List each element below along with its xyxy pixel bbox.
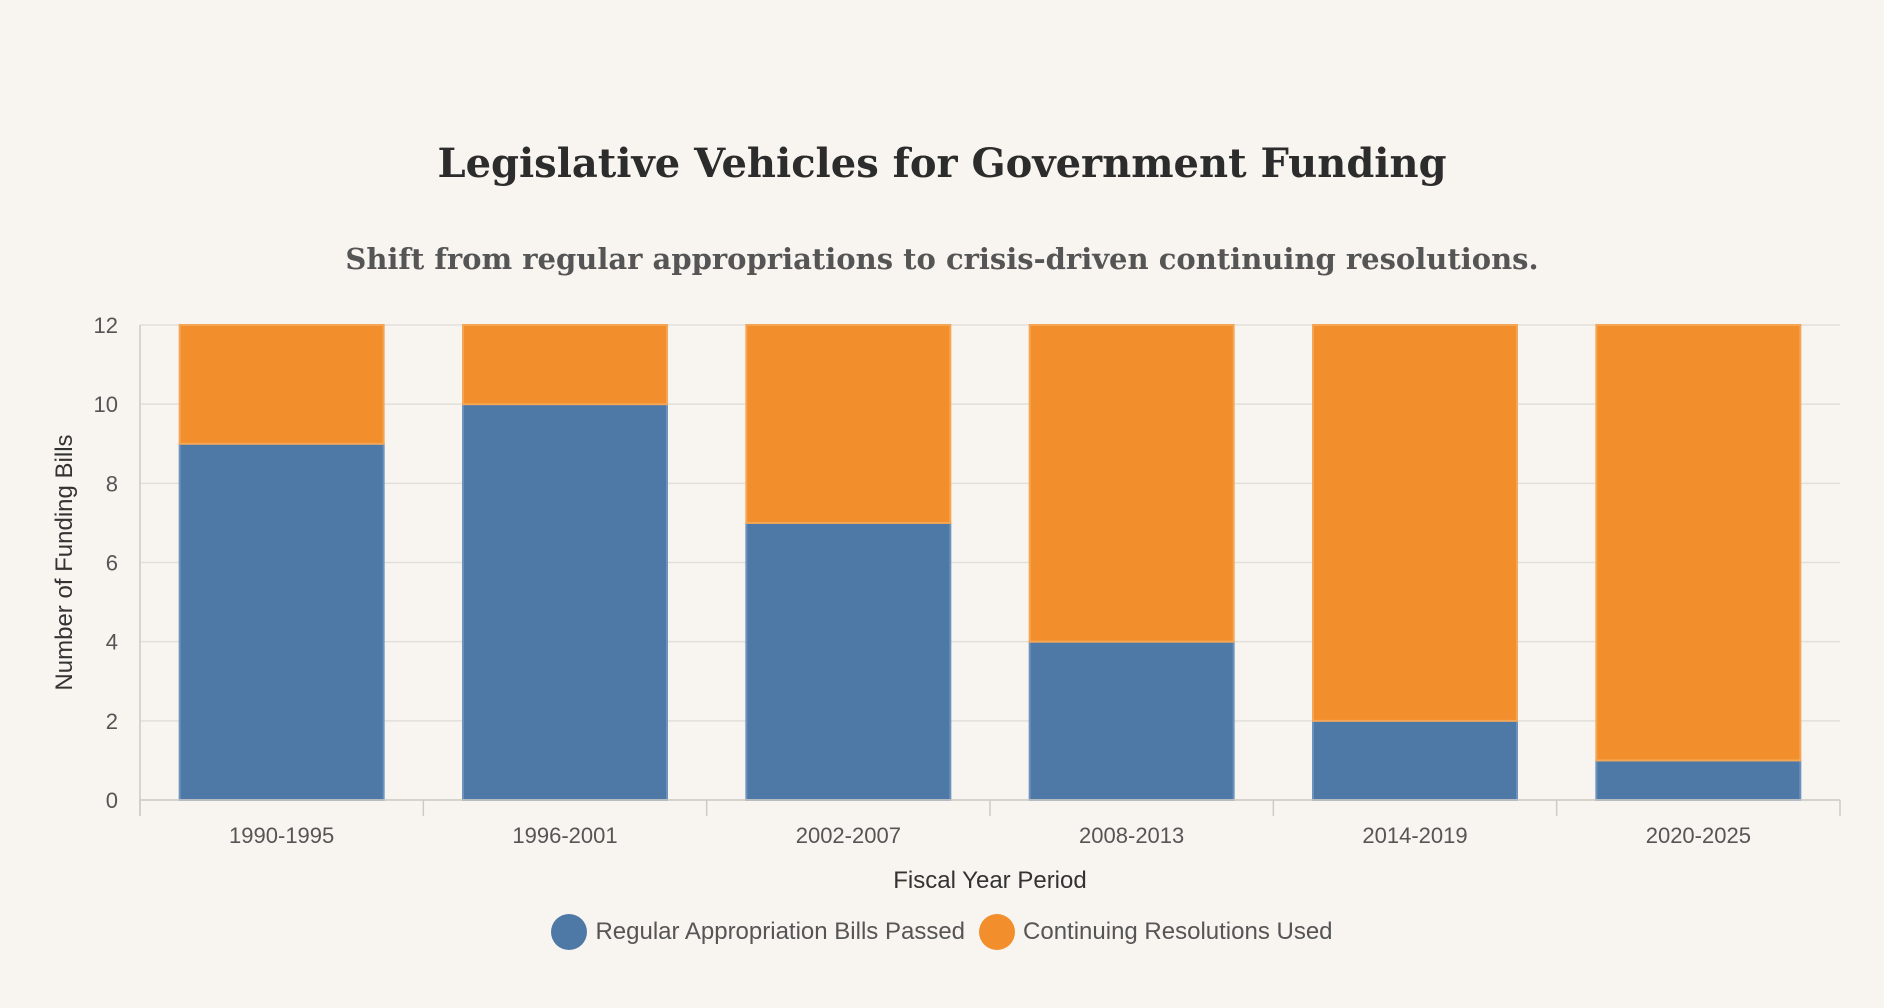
- legend-label-regular: Regular Appropriation Bills Passed: [595, 918, 966, 945]
- bar-regular-1996-2001[interactable]: [462, 403, 668, 801]
- legend: Regular Appropriation Bills Passed Conti…: [0, 914, 1884, 950]
- x-tick-label: 1996-2001: [512, 823, 617, 848]
- bar-regular-1990-1995[interactable]: [178, 442, 385, 801]
- grid-lines: [140, 324, 1840, 801]
- x-tick-label: 1990-1995: [229, 823, 334, 848]
- bar-continuing-2002-2007[interactable]: [745, 324, 952, 524]
- y-tick-label: 10: [94, 392, 118, 417]
- y-tick-label: 4: [106, 630, 118, 655]
- y-tick-labels: 0 2 4 6 8 10 12: [94, 313, 118, 813]
- legend-swatch-continuing: [979, 914, 1016, 950]
- legend-item-continuing[interactable]: Continuing Resolutions Used: [979, 914, 1333, 950]
- y-tick-label: 8: [106, 471, 118, 496]
- legend-swatch-regular: [551, 914, 588, 950]
- axes: [139, 325, 1841, 816]
- bar-continuing-2008-2013[interactable]: [1028, 324, 1235, 643]
- x-tick-labels: 1990-1995 1996-2001 2002-2007 2008-2013 2014…: [229, 823, 1751, 848]
- y-tick-label: 12: [94, 313, 118, 338]
- bar-continuing-2014-2019[interactable]: [1312, 324, 1518, 722]
- chart-subtitle: Shift from regular appropriations to cri…: [345, 242, 1539, 276]
- bar-regular-2020-2025[interactable]: [1595, 759, 1802, 802]
- legend-item-regular[interactable]: Regular Appropriation Bills Passed: [551, 914, 965, 950]
- y-tick-label: 0: [106, 788, 118, 813]
- x-axis-label: Fiscal Year Period: [893, 867, 1086, 894]
- bar-continuing-1990-1995[interactable]: [178, 324, 385, 445]
- x-tick-label: 2014-2019: [1362, 823, 1467, 848]
- bar-regular-2008-2013[interactable]: [1028, 640, 1235, 802]
- x-tick-label: 2020-2025: [1646, 823, 1751, 848]
- bar-continuing-2020-2025[interactable]: [1595, 324, 1802, 762]
- bar-regular-2002-2007[interactable]: [745, 521, 952, 802]
- legend-label-continuing: Continuing Resolutions Used: [1023, 918, 1333, 945]
- x-tick-label: 2002-2007: [796, 823, 901, 848]
- y-axis-label: Number of Funding Bills: [51, 434, 78, 690]
- bar-continuing-1996-2001[interactable]: [462, 324, 668, 406]
- y-tick-label: 6: [106, 551, 118, 576]
- chart-title: Legislative Vehicles for Government Fund…: [437, 140, 1447, 187]
- bar-group: [178, 324, 1802, 802]
- x-tick-label: 2008-2013: [1079, 823, 1184, 848]
- y-tick-label: 2: [106, 709, 118, 734]
- bar-regular-2014-2019[interactable]: [1312, 719, 1518, 801]
